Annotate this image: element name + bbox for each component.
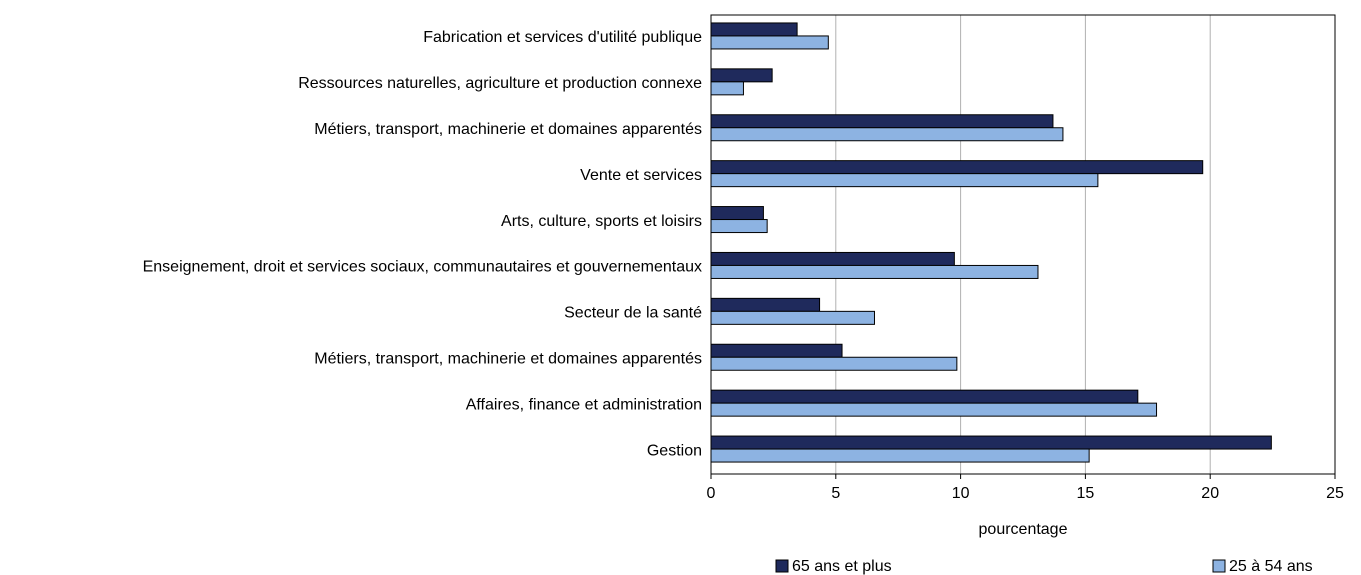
bar (710, 389, 1139, 404)
y-tick-label: Ressources naturelles, agriculture et pr… (298, 75, 702, 92)
bar (710, 81, 744, 96)
bar (710, 343, 843, 358)
bar (710, 251, 955, 266)
bar (710, 219, 768, 234)
x-tick-label: 20 (1201, 485, 1219, 502)
y-tick-label: Enseignement, droit et services sociaux,… (143, 259, 702, 276)
bar (710, 114, 1054, 129)
y-tick-label: Secteur de la santé (564, 305, 702, 322)
bar (710, 22, 798, 37)
y-tick-label: Fabrication et services d'utilité publiq… (423, 29, 702, 46)
y-tick-label: Vente et services (580, 167, 702, 184)
legend-label: 65 ans et plus (792, 558, 892, 575)
bar (710, 402, 1158, 417)
bar (710, 127, 1064, 142)
legend-swatch (1212, 559, 1226, 573)
y-tick-label: Affaires, finance et administration (466, 396, 702, 413)
y-tick-label: Métiers, transport, machinerie et domain… (314, 350, 702, 367)
bar (710, 206, 764, 221)
bar (710, 356, 958, 371)
x-tick-label: 10 (952, 485, 970, 502)
bar (710, 310, 875, 325)
x-tick-label: 25 (1326, 485, 1344, 502)
legend-label: 25 à 54 ans (1229, 558, 1313, 575)
x-axis-label: pourcentage (979, 521, 1068, 538)
bar (710, 68, 773, 83)
legend-swatch (775, 559, 789, 573)
bar (710, 160, 1204, 175)
bar (710, 173, 1099, 188)
plot-frame (710, 14, 1336, 475)
bar (710, 35, 829, 50)
y-tick-label: Métiers, transport, machinerie et domain… (314, 121, 702, 138)
bar (710, 264, 1039, 279)
bar (710, 448, 1090, 463)
bar (710, 297, 821, 312)
x-tick-label: 5 (831, 485, 840, 502)
x-tick-label: 15 (1077, 485, 1095, 502)
y-tick-label: Arts, culture, sports et loisirs (501, 213, 702, 230)
bar (710, 435, 1272, 450)
x-tick-label: 0 (707, 485, 716, 502)
y-tick-label: Gestion (647, 442, 702, 459)
